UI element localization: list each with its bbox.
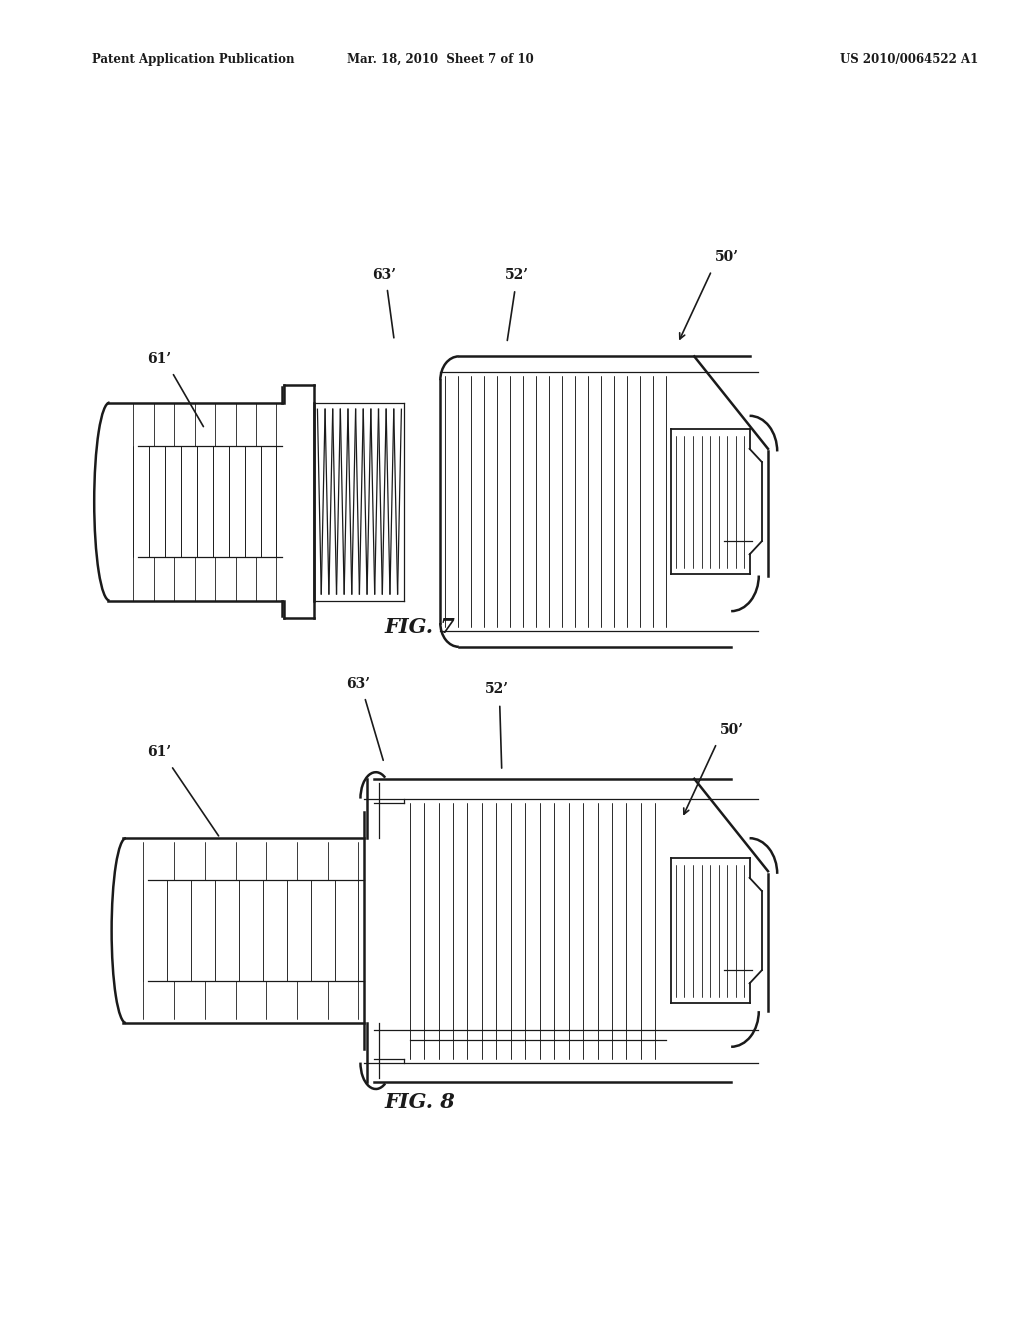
Text: 52’: 52’ — [505, 268, 529, 281]
Text: 63’: 63’ — [346, 677, 371, 690]
Text: 50’: 50’ — [720, 723, 744, 737]
Text: FIG. 7: FIG. 7 — [384, 616, 456, 638]
Text: FIG. 8: FIG. 8 — [384, 1092, 456, 1113]
Text: 61’: 61’ — [146, 352, 171, 366]
Text: 50’: 50’ — [715, 251, 739, 264]
Text: Mar. 18, 2010  Sheet 7 of 10: Mar. 18, 2010 Sheet 7 of 10 — [347, 53, 534, 66]
Text: US 2010/0064522 A1: US 2010/0064522 A1 — [840, 53, 978, 66]
Text: 63’: 63’ — [372, 268, 396, 281]
Text: 52’: 52’ — [484, 682, 509, 696]
Text: Patent Application Publication: Patent Application Publication — [92, 53, 295, 66]
Text: 61’: 61’ — [146, 746, 171, 759]
